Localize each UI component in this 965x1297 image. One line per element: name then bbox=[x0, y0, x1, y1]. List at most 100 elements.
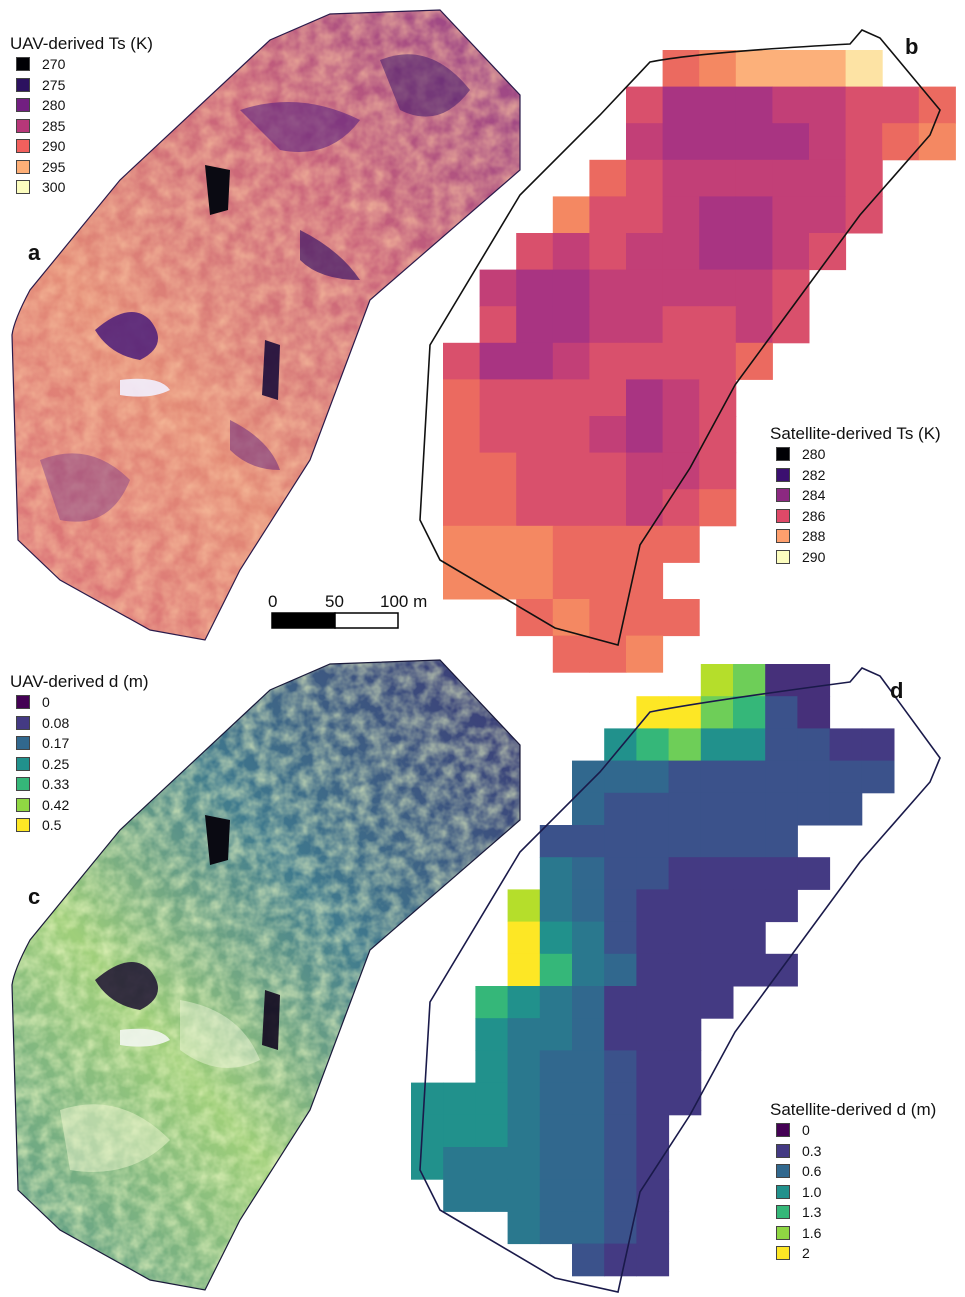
grid-cell bbox=[507, 1114, 541, 1148]
grid-cell bbox=[552, 452, 590, 490]
legend-item: 1.0 bbox=[770, 1182, 936, 1203]
grid-cell bbox=[516, 452, 554, 490]
grid-cell bbox=[479, 525, 517, 563]
grid-cell bbox=[636, 1211, 670, 1245]
grid-cell bbox=[589, 342, 627, 380]
legend-label: 285 bbox=[42, 117, 66, 134]
legend-item: 0.5 bbox=[10, 815, 149, 836]
study-area-outline-d bbox=[419, 667, 941, 1293]
grid-cell bbox=[572, 953, 605, 987]
legend-item: 0 bbox=[770, 1120, 936, 1141]
grid-cell bbox=[626, 233, 664, 271]
grid-cell bbox=[668, 1082, 702, 1116]
legend-label: 0 bbox=[42, 694, 50, 711]
legend-item: 0.33 bbox=[10, 774, 149, 795]
grid-cell bbox=[662, 86, 700, 124]
grid-cell bbox=[700, 889, 734, 923]
grid-cell bbox=[829, 728, 863, 762]
grid-cell bbox=[604, 857, 637, 890]
grid-cell bbox=[668, 1050, 702, 1084]
grid-cell bbox=[516, 233, 554, 271]
grid-cell bbox=[443, 379, 481, 417]
legend-label: 0.25 bbox=[42, 755, 70, 772]
grid-cell bbox=[700, 664, 734, 697]
satellite-ts-map bbox=[443, 50, 956, 673]
study-area-outline-b bbox=[419, 29, 941, 646]
grid-cell bbox=[636, 728, 670, 762]
grid-cell bbox=[668, 953, 702, 987]
panel-label-d: d bbox=[890, 678, 904, 703]
grid-cell bbox=[507, 1018, 541, 1051]
legend-label: 288 bbox=[802, 528, 826, 545]
legend-title: UAV-derived d (m) bbox=[10, 672, 149, 691]
grid-cell bbox=[539, 986, 573, 1019]
legend-label: 290 bbox=[42, 138, 66, 155]
grid-cell bbox=[507, 1050, 541, 1084]
grid-cell bbox=[809, 86, 847, 124]
grid-cell bbox=[604, 1050, 637, 1084]
grid-cell bbox=[829, 792, 863, 826]
scale-tick-50: 50 bbox=[325, 592, 344, 611]
grid-cell bbox=[882, 86, 920, 124]
grid-cell bbox=[539, 1082, 573, 1116]
legend-label: 1.3 bbox=[802, 1204, 822, 1221]
grid-cell bbox=[539, 1179, 573, 1212]
grid-cell bbox=[552, 416, 590, 454]
legend-item: 0.42 bbox=[10, 795, 149, 816]
grid-cell bbox=[809, 196, 847, 234]
panel-label-a: a bbox=[28, 240, 41, 265]
grid-cell bbox=[668, 1018, 702, 1051]
grid-cell bbox=[733, 760, 766, 794]
grid-cell bbox=[552, 233, 590, 271]
grid-cell bbox=[572, 792, 605, 826]
legend-item: 0.3 bbox=[770, 1141, 936, 1162]
legend-swatch bbox=[16, 77, 30, 92]
grid-cell bbox=[475, 1114, 509, 1148]
grid-cell bbox=[772, 123, 810, 161]
grid-cell bbox=[604, 1018, 637, 1051]
grid-cell bbox=[516, 342, 554, 380]
legend-title: Satellite-derived Ts (K) bbox=[770, 424, 941, 443]
grid-cell bbox=[668, 857, 702, 890]
grid-cell bbox=[699, 233, 737, 271]
grid-cell bbox=[589, 562, 627, 600]
legend-item: 2 bbox=[770, 1243, 936, 1264]
grid-cell bbox=[443, 342, 481, 380]
grid-cell bbox=[636, 792, 670, 826]
grid-cell bbox=[699, 196, 737, 234]
grid-cell bbox=[636, 696, 670, 729]
grid-cell bbox=[797, 728, 831, 762]
legend-item: 0.6 bbox=[770, 1161, 936, 1182]
legend-item: 280 bbox=[10, 95, 153, 116]
grid-cell bbox=[572, 1114, 605, 1148]
legend-swatch bbox=[776, 1143, 790, 1158]
grid-cell bbox=[411, 1082, 444, 1116]
grid-cell bbox=[662, 342, 700, 380]
grid-cell bbox=[662, 379, 700, 417]
legend-label: 282 bbox=[802, 466, 826, 483]
grid-cell bbox=[735, 50, 773, 88]
grid-cell bbox=[572, 1179, 605, 1212]
grid-cell bbox=[829, 760, 863, 794]
legend-label: 2 bbox=[802, 1245, 810, 1262]
legend-item: 285 bbox=[10, 116, 153, 137]
grid-cell bbox=[539, 1018, 573, 1051]
grid-cell bbox=[668, 889, 702, 923]
grid-cell bbox=[733, 792, 766, 826]
grid-cell bbox=[733, 953, 766, 987]
grid-cell bbox=[626, 196, 664, 234]
grid-cell bbox=[507, 953, 541, 987]
grid-cell bbox=[662, 269, 700, 307]
grid-cell bbox=[604, 760, 637, 794]
grid-cell bbox=[733, 696, 766, 729]
grid-cell bbox=[626, 452, 664, 490]
grid-cell bbox=[797, 857, 831, 890]
grid-cell bbox=[733, 889, 766, 923]
grid-cell bbox=[539, 889, 573, 923]
legend-swatch bbox=[776, 1205, 790, 1220]
legend-item: 288 bbox=[770, 526, 941, 547]
grid-cell bbox=[572, 889, 605, 923]
grid-cell bbox=[699, 269, 737, 307]
grid-cell bbox=[443, 1147, 476, 1180]
